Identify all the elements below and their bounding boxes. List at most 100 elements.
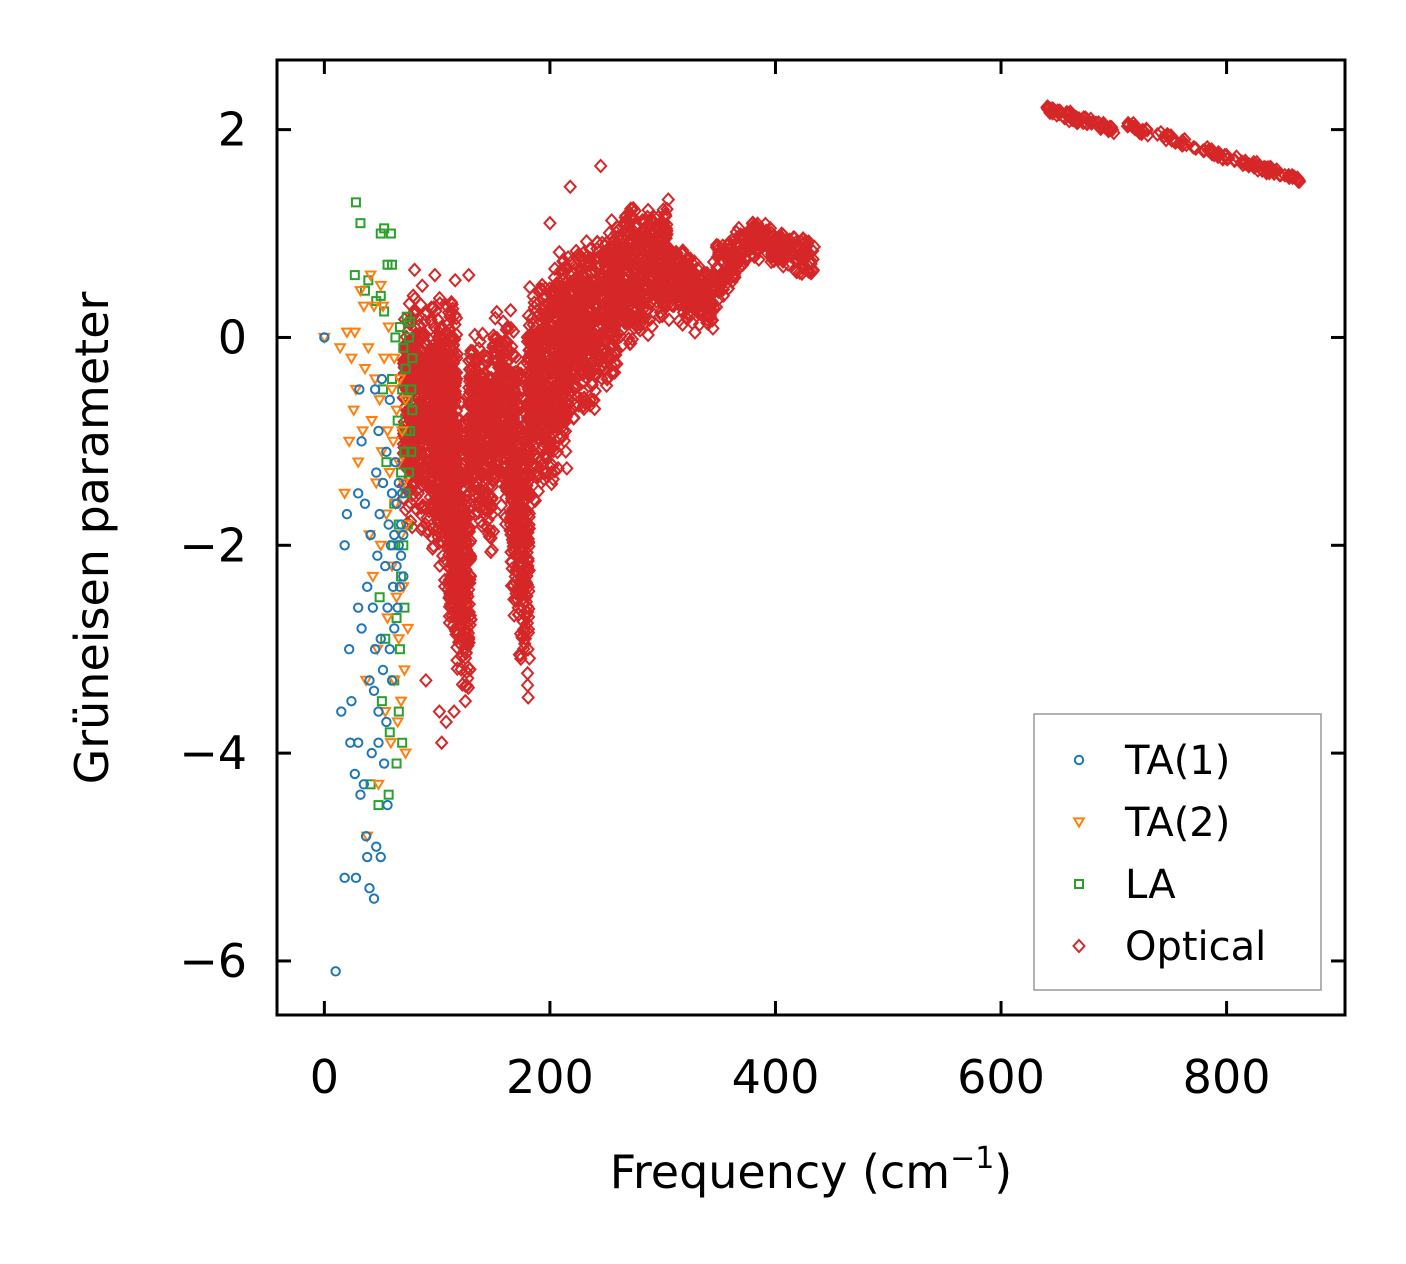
optical-point: [513, 420, 527, 436]
optical-point: [625, 331, 640, 347]
la-point: [394, 644, 405, 655]
optical-point: [509, 470, 523, 486]
ta-1--point: [393, 477, 404, 489]
ta-1--point: [330, 966, 341, 977]
ta-2--point: [380, 426, 395, 438]
optical-point: [523, 346, 538, 362]
optical-point: [527, 448, 542, 464]
ta-1--point: [389, 623, 400, 634]
optical-point: [555, 414, 570, 430]
ta-2--point: [364, 270, 378, 282]
optical-point: [415, 519, 430, 535]
optical-point: [447, 704, 461, 720]
optical-point: [721, 262, 736, 278]
ta-2--point: [385, 384, 399, 396]
optical-point: [566, 410, 581, 426]
optical-point: [434, 735, 449, 751]
optical-point: [1154, 124, 1168, 140]
optical-point: [620, 254, 635, 270]
optical-point: [548, 395, 563, 411]
ta-2--point: [393, 374, 407, 386]
ta-1--point: [369, 384, 381, 395]
optical-point: [525, 413, 540, 429]
optical-point: [583, 250, 597, 266]
legend-entry-optical: Optical: [1072, 924, 1266, 970]
ta-2--point: [374, 280, 388, 293]
optical-point: [446, 618, 460, 634]
la-point: [392, 415, 403, 426]
ta-1--point: [393, 540, 404, 551]
optical-point: [450, 560, 464, 576]
optical-point: [479, 500, 494, 516]
optical-point: [430, 435, 445, 451]
optical-point: [418, 307, 433, 323]
ta-2--point: [392, 634, 406, 646]
optical-point: [696, 288, 711, 304]
optical-point: [570, 268, 585, 284]
optical-point: [457, 542, 471, 558]
optical-point: [570, 388, 585, 404]
optical-point: [564, 350, 579, 366]
optical-point: [446, 516, 461, 532]
optical-point: [560, 261, 574, 277]
optical-point: [607, 245, 621, 261]
optical-point: [550, 444, 565, 460]
la-point: [387, 259, 398, 270]
optical-point: [503, 302, 518, 318]
la-point: [399, 602, 410, 613]
series-ta-1-: [319, 332, 409, 977]
optical-point: [505, 458, 520, 474]
optical-point: [398, 502, 413, 518]
optical-point: [569, 380, 583, 396]
optical-point: [701, 268, 715, 284]
ta-1--point: [374, 508, 385, 520]
optical-point: [1207, 147, 1222, 163]
optical-point: [500, 319, 515, 335]
ta-2--point: [399, 748, 413, 760]
ta-1--point: [352, 488, 364, 499]
optical-point: [508, 364, 523, 380]
optical-point: [681, 269, 695, 285]
optical-point: [539, 347, 554, 363]
optical-point: [531, 469, 546, 485]
la-point: [407, 405, 418, 416]
optical-point: [472, 407, 486, 423]
optical-point: [646, 291, 661, 307]
optical-point: [507, 607, 522, 623]
optical-point: [468, 446, 482, 462]
optical-point: [457, 539, 472, 555]
optical-point: [699, 292, 714, 308]
optical-point: [1186, 139, 1201, 155]
ta-1--point: [346, 695, 357, 707]
optical-point: [579, 357, 594, 373]
optical-point: [456, 530, 471, 546]
optical-point: [449, 502, 463, 518]
optical-point: [724, 249, 739, 265]
optical-point: [419, 500, 434, 516]
optical-point: [430, 481, 445, 497]
optical-point: [563, 179, 578, 195]
la-point: [405, 425, 416, 436]
optical-point: [432, 408, 447, 424]
ta-1--point: [359, 498, 371, 509]
la-point: [350, 197, 361, 208]
optical-point: [585, 377, 600, 393]
optical-point: [521, 398, 536, 414]
optical-point: [465, 396, 480, 412]
optical-point: [554, 342, 569, 358]
optical-point: [630, 218, 644, 234]
optical-point: [776, 227, 791, 243]
optical-point: [592, 352, 607, 368]
optical-point: [414, 387, 428, 403]
ta-2--point: [375, 447, 389, 459]
optical-point: [610, 308, 625, 324]
optical-point: [432, 558, 447, 574]
optical-point: [683, 281, 697, 297]
optical-point: [458, 641, 473, 657]
la-point: [380, 633, 391, 644]
optical-point: [609, 344, 623, 360]
optical-point: [541, 357, 556, 373]
optical-point: [767, 253, 781, 269]
optical-point: [416, 499, 431, 515]
optical-point: [569, 257, 583, 273]
